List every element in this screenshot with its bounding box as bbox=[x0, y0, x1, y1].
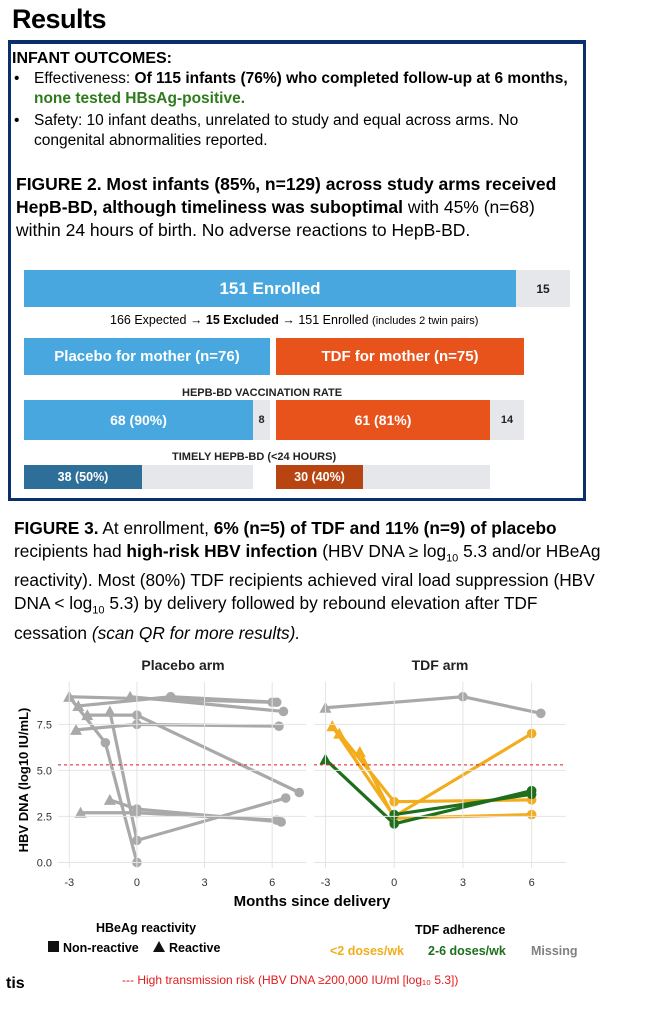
placebo-unvaccinated-bar: 8 bbox=[253, 400, 270, 440]
y-tick-label: 0.0 bbox=[37, 857, 52, 869]
legend-tdf-title: TDF adherence bbox=[415, 923, 505, 937]
x-tick-label: 3 bbox=[201, 877, 207, 889]
timely-heading: TIMELY HEPB-BD (<24 HOURS) bbox=[172, 451, 337, 463]
x-tick-label: -3 bbox=[64, 877, 74, 889]
excluded-bar: 15 bbox=[516, 270, 570, 307]
safety-bullet: • Safety: 10 infant deaths, unrelated to… bbox=[14, 112, 519, 149]
x-tick-label: 6 bbox=[529, 877, 535, 889]
data-point bbox=[536, 708, 546, 719]
legend-lt2: <2 doses/wk bbox=[330, 944, 404, 958]
tdf-arm-bar: TDF for mother (n=75) bbox=[276, 338, 524, 375]
tdf-unvaccinated-bar: 14 bbox=[490, 400, 524, 440]
y-tick-label: 7.5 bbox=[37, 719, 52, 731]
hbv-dna-chart: Placebo arm TDF arm -3 0 3 6 0.0 2.5 5.0 7.5 -3… bbox=[6, 657, 578, 992]
tdf-vaccinated-bar: 61 (81%) bbox=[276, 400, 490, 440]
legend-hbeag-title: HBeAg reactivity bbox=[96, 921, 196, 935]
data-point-triangle bbox=[103, 705, 116, 717]
panel-title-tdf: TDF arm bbox=[412, 657, 469, 673]
legend-reactive: Reactive bbox=[169, 941, 220, 955]
enrollment-flow: 166 Expected → 15 Excluded → 151 Enrolle… bbox=[110, 313, 479, 327]
series-line bbox=[68, 695, 139, 863]
enrolled-bar: 151 Enrolled bbox=[24, 270, 516, 307]
axes-tdf: -3 0 3 6 bbox=[314, 682, 566, 889]
x-tick-label: 6 bbox=[269, 877, 275, 889]
panel-tdf bbox=[319, 691, 546, 829]
legend-nonreactive: Non-reactive bbox=[63, 941, 139, 955]
results-box bbox=[8, 40, 586, 501]
page-title: Results bbox=[12, 4, 107, 34]
placebo-arm-bar: Placebo for mother (n=76) bbox=[24, 338, 270, 375]
data-point-triangle bbox=[70, 723, 83, 735]
data-point bbox=[280, 793, 291, 803]
data-point bbox=[278, 706, 289, 717]
infant-outcomes-heading: INFANT OUTCOMES: bbox=[12, 50, 172, 67]
placebo-untimely-bar bbox=[142, 465, 253, 489]
x-tick-label: 0 bbox=[391, 877, 397, 889]
data-point-triangle bbox=[103, 793, 116, 805]
y-tick-label: 5.0 bbox=[37, 765, 52, 777]
legend-triangle-icon bbox=[153, 941, 165, 952]
placebo-vaccinated-bar: 68 (90%) bbox=[24, 400, 253, 440]
effectiveness-bullet: • Effectiveness: Of 115 infants (76%) wh… bbox=[14, 70, 568, 107]
series-line bbox=[331, 725, 533, 819]
data-point bbox=[274, 721, 284, 731]
data-point bbox=[165, 691, 176, 702]
threshold-footnote: --- High transmission risk (HBV DNA ≥200… bbox=[122, 973, 458, 987]
axes-placebo: -3 0 3 6 0.0 2.5 5.0 7.5 bbox=[37, 682, 306, 889]
series-line bbox=[325, 695, 542, 715]
footer-tis: tis bbox=[6, 975, 25, 992]
data-point-triangle bbox=[74, 806, 87, 818]
series-line bbox=[75, 722, 279, 732]
legend-square-icon bbox=[48, 941, 59, 952]
panel-title-placebo: Placebo arm bbox=[141, 657, 224, 673]
y-tick-label: 2.5 bbox=[37, 811, 52, 823]
tdf-timely-bar: 30 (40%) bbox=[276, 465, 363, 489]
vaccination-rate-heading: HEPB-BD VACCINATION RATE bbox=[182, 387, 343, 399]
data-point-triangle bbox=[326, 720, 339, 732]
x-axis-label: Months since delivery bbox=[234, 893, 391, 910]
data-point-triangle bbox=[353, 745, 366, 757]
data-point bbox=[271, 697, 282, 708]
data-point bbox=[294, 787, 305, 798]
x-tick-label: -3 bbox=[321, 877, 331, 889]
tdf-untimely-bar bbox=[363, 465, 490, 489]
y-axis-label: HBV DNA (log10 IU/mL) bbox=[16, 708, 31, 853]
panel-placebo bbox=[63, 690, 305, 868]
x-tick-label: 0 bbox=[134, 877, 140, 889]
data-point bbox=[100, 737, 111, 748]
data-point bbox=[276, 817, 287, 827]
figure2-caption: FIGURE 2. Most infants (85%, n=129) acro… bbox=[16, 174, 557, 240]
data-point-triangle bbox=[333, 727, 346, 739]
placebo-timely-bar: 38 (50%) bbox=[24, 465, 142, 489]
data-point-triangle bbox=[72, 699, 85, 711]
legend-missing: Missing bbox=[531, 944, 578, 958]
legend-2to6: 2-6 doses/wk bbox=[428, 944, 506, 958]
figure3-caption: FIGURE 3. At enrollment, 6% (n=5) of TDF… bbox=[14, 518, 601, 643]
x-tick-label: 3 bbox=[460, 877, 466, 889]
